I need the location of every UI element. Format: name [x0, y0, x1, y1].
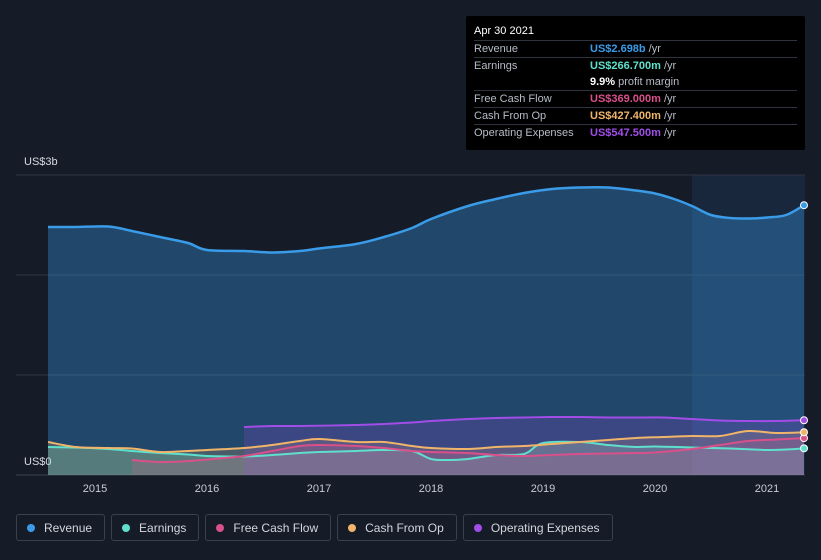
tooltip-unit: /yr — [663, 127, 677, 139]
revenue-area — [48, 187, 804, 476]
tooltip-unit: /yr — [663, 110, 677, 122]
legend-item-operating-expenses[interactable]: Operating Expenses — [462, 514, 613, 541]
tooltip-row-fcf: Free Cash Flow US$369.000m /yr — [474, 90, 797, 107]
x-tick-label: 2016 — [195, 483, 219, 495]
highlight-region — [692, 175, 805, 475]
tooltip-label — [474, 74, 590, 90]
legend-label: Operating Expenses — [490, 520, 600, 535]
tooltip-date: Apr 30 2021 — [474, 25, 534, 37]
tooltip-row-earnings: Earnings US$266.700m /yr — [474, 57, 797, 74]
fcf-line — [131, 437, 805, 464]
free-cash-flow-dot-icon — [216, 523, 225, 532]
tooltip-label: Operating Expenses — [474, 127, 574, 139]
legend-label: Cash From Op — [365, 520, 444, 535]
tooltip-row-cfo: Cash From Op US$427.400m /yr — [474, 107, 797, 124]
x-tick-label: 2019 — [531, 483, 555, 495]
tooltip-unit: /yr — [663, 93, 677, 105]
tooltip-value: US$427.400m — [590, 110, 661, 122]
revenue-dot-icon — [27, 523, 35, 532]
tooltip-label: Free Cash Flow — [474, 93, 552, 105]
legend-item-free-cash-flow[interactable]: Free Cash Flow — [205, 514, 332, 541]
legend-item-revenue[interactable]: Revenue — [16, 514, 106, 541]
tooltip-label: Cash From Op — [474, 110, 547, 122]
x-tick-label: 2021 — [755, 483, 779, 495]
cash-from-op-dot-icon — [348, 523, 357, 532]
legend-label: Earnings — [139, 520, 187, 535]
chart-legend: Revenue Earnings Free Cash Flow Cash Fro… — [16, 514, 613, 541]
x-tick-label: 2017 — [307, 483, 331, 495]
revenue-line — [47, 185, 805, 254]
earnings-end-point — [800, 444, 808, 453]
tooltip-row-profit-margin: 9.9% profit margin — [474, 74, 797, 90]
tooltip-unit: /yr — [648, 43, 661, 55]
legend-item-earnings[interactable]: Earnings — [111, 514, 200, 541]
data-tooltip: Apr 30 2021 Revenue US$2.698b /yr Earnin… — [466, 16, 805, 150]
tooltip-unit: /yr — [663, 60, 677, 72]
y-axis-bottom-label: US$0 — [24, 456, 52, 468]
revenue-end-point — [800, 201, 808, 210]
tooltip-value: US$369.000m — [590, 93, 661, 105]
cfo-area — [48, 430, 804, 475]
tooltip-label: Earnings — [474, 60, 518, 72]
opex-line — [243, 415, 805, 428]
tooltip-label: Revenue — [474, 43, 519, 55]
cfo-end-point — [800, 428, 808, 437]
cfo-line — [47, 429, 805, 454]
earnings-area — [48, 441, 804, 475]
earnings-line — [47, 440, 805, 462]
fcf-area — [132, 438, 804, 475]
legend-label: Revenue — [44, 520, 93, 535]
opex-end-point — [800, 416, 808, 425]
tooltip-value: US$547.500m — [590, 127, 661, 139]
operating-expenses-dot-icon — [473, 523, 482, 532]
x-tick-label: 2020 — [643, 483, 667, 495]
earnings-dot-icon — [122, 523, 131, 532]
tooltip-row-revenue: Revenue US$2.698b /yr — [474, 40, 797, 57]
y-axis-top-label: US$3b — [24, 156, 58, 168]
tooltip-unit: profit margin — [618, 76, 680, 88]
x-tick-label: 2018 — [419, 483, 443, 495]
tooltip-row-opex: Operating Expenses US$547.500m /yr — [474, 124, 797, 141]
tooltip-value: 9.9% — [590, 76, 616, 88]
tooltip-value: US$2.698b — [590, 43, 646, 55]
legend-item-cash-from-op[interactable]: Cash From Op — [337, 514, 457, 541]
legend-label: Free Cash Flow — [233, 520, 319, 535]
x-tick-label: 2015 — [83, 483, 107, 495]
tooltip-value: US$266.700m — [590, 60, 661, 72]
